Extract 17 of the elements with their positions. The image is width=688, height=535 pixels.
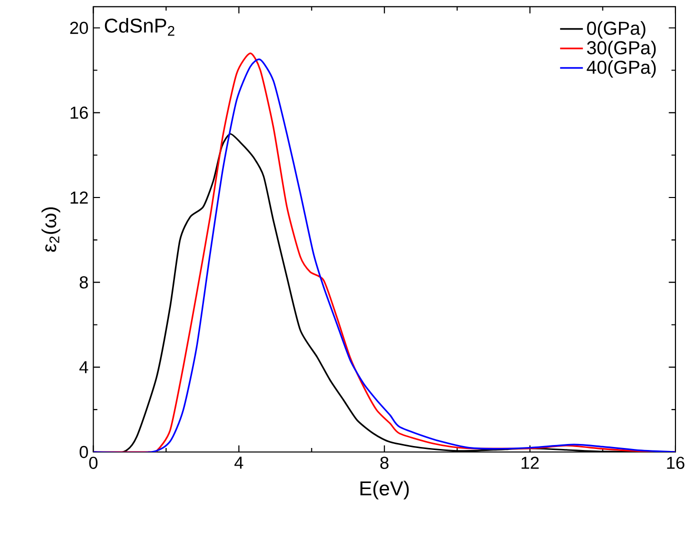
y-axis-title: ε$_{2}$(ω) [42,208,60,252]
y-tick-label: 16 [70,106,88,119]
y-tick-label: 8 [80,276,88,289]
y-tick-label: 20 [70,22,88,34]
y-tick-label: 0 [80,446,88,458]
x-axis-title: E(eV) [360,480,409,500]
x-tick-label: 12 [522,456,539,469]
y-tick-label: 12 [70,192,88,204]
annotation: CdSnP$_{2}$ [104,18,174,36]
legend-label: 30(GPa) [587,40,656,58]
x-tick-label: 4 [234,456,244,469]
x-tick-label: 8 [380,456,388,470]
x-tick-label: 0 [89,456,98,470]
x-tick-label: 16 [667,456,684,470]
y-tick-label: 4 [79,361,88,374]
legend-label: 40(GPa) [586,60,656,78]
legend-label: 0(GPa) [587,21,646,39]
